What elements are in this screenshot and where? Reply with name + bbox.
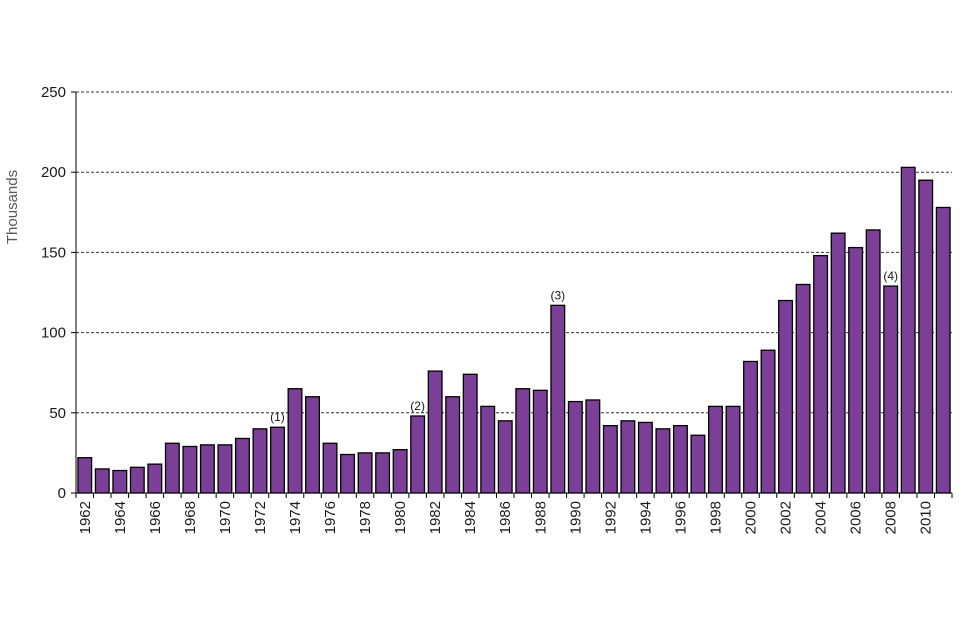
bar-1993 bbox=[620, 420, 636, 494]
bar-2004 bbox=[813, 254, 829, 494]
bar-1973 bbox=[269, 426, 285, 494]
bar-1984 bbox=[462, 373, 478, 494]
bar-1962 bbox=[77, 457, 93, 494]
bar-1981 bbox=[410, 415, 426, 494]
bar-1991 bbox=[585, 399, 601, 494]
bar-1998 bbox=[707, 405, 723, 494]
bar-1979 bbox=[375, 452, 391, 494]
bar-2011 bbox=[935, 206, 951, 494]
x-tick-label: 1988 bbox=[532, 501, 549, 534]
bar-1967 bbox=[164, 442, 180, 494]
bar-1989 bbox=[550, 304, 566, 494]
x-tick-label: 1996 bbox=[672, 501, 689, 534]
bar-1995 bbox=[655, 428, 671, 494]
bar-1977 bbox=[340, 453, 356, 494]
x-tick-label: 1994 bbox=[637, 501, 654, 534]
annotations: (1) (2) (3) (4) bbox=[270, 269, 898, 424]
x-tick-label: 1968 bbox=[182, 501, 199, 534]
bar-2005 bbox=[830, 232, 846, 494]
bar-1970 bbox=[217, 444, 233, 494]
x-tick-label: 1990 bbox=[567, 501, 584, 534]
bar-1980 bbox=[392, 449, 408, 494]
x-tick-label: 1992 bbox=[602, 501, 619, 534]
y-tick-label: 250 bbox=[41, 84, 66, 101]
x-tick-label: 1964 bbox=[112, 501, 129, 534]
bar-1965 bbox=[129, 466, 145, 494]
bar-2003 bbox=[795, 283, 811, 494]
y-axis-ticks: 0 50 100 150 200 250 bbox=[41, 84, 76, 502]
x-tick-label: 1980 bbox=[392, 501, 409, 534]
annotation-label: (4) bbox=[883, 269, 898, 283]
y-tick-label: 0 bbox=[58, 485, 66, 502]
annotation-label: (2) bbox=[410, 399, 425, 413]
bar-1976 bbox=[322, 442, 338, 494]
bar-1988 bbox=[532, 389, 548, 494]
bar-1974 bbox=[287, 388, 303, 494]
bar-1966 bbox=[147, 463, 163, 494]
bar-1992 bbox=[602, 424, 618, 494]
bar-1994 bbox=[637, 421, 653, 494]
x-tick-label: 2006 bbox=[848, 501, 865, 534]
bars bbox=[77, 166, 951, 494]
x-tick-label: 1976 bbox=[322, 501, 339, 534]
x-tick-label: 1998 bbox=[707, 501, 724, 534]
x-tick-label: 2004 bbox=[813, 501, 830, 534]
x-tick-label: 1962 bbox=[77, 501, 94, 534]
x-tick-label: 2002 bbox=[778, 501, 795, 534]
bar-1971 bbox=[234, 437, 250, 494]
x-tick-label: 1978 bbox=[357, 501, 374, 534]
x-tick-label: 1982 bbox=[427, 501, 444, 534]
bar-1987 bbox=[515, 388, 531, 494]
bar-2010 bbox=[918, 179, 934, 494]
bar-1982 bbox=[427, 370, 443, 494]
bar-2002 bbox=[778, 299, 794, 494]
x-axis-ticks: 1962 1964 1966 1968 1970 1972 1974 1976 1978 1980… bbox=[75, 493, 953, 534]
bar-1986 bbox=[497, 420, 513, 494]
bar-1963 bbox=[94, 468, 110, 494]
bar-1997 bbox=[690, 434, 706, 494]
y-axis-label: Thousands bbox=[4, 170, 21, 244]
bar-1996 bbox=[672, 424, 688, 494]
x-tick-label: 1984 bbox=[462, 501, 479, 534]
bar-1983 bbox=[445, 396, 461, 494]
bar-1999 bbox=[725, 405, 741, 494]
x-tick-label: 1966 bbox=[147, 501, 164, 534]
bar-1975 bbox=[305, 396, 321, 494]
x-tick-label: 1972 bbox=[252, 501, 269, 534]
bar-1972 bbox=[252, 428, 268, 494]
bar-2001 bbox=[760, 349, 776, 494]
y-tick-label: 200 bbox=[41, 164, 66, 181]
bar-1978 bbox=[357, 452, 373, 494]
bar-1964 bbox=[112, 469, 128, 494]
bar-2000 bbox=[743, 360, 759, 494]
x-tick-label: 1970 bbox=[217, 501, 234, 534]
x-tick-label: 1974 bbox=[287, 501, 304, 534]
y-tick-label: 150 bbox=[41, 244, 66, 261]
bar-1985 bbox=[480, 405, 496, 494]
y-tick-label: 50 bbox=[49, 405, 66, 422]
bar-2009 bbox=[900, 166, 916, 494]
bar-2007 bbox=[865, 229, 881, 494]
x-tick-label: 2008 bbox=[883, 501, 900, 534]
y-tick-label: 100 bbox=[41, 325, 66, 342]
bar-2008 bbox=[883, 285, 899, 494]
bar-2006 bbox=[848, 246, 864, 494]
x-tick-label: 2000 bbox=[743, 501, 760, 534]
x-tick-label: 1986 bbox=[497, 501, 514, 534]
annotation-label: (3) bbox=[550, 288, 565, 302]
x-tick-label: 2010 bbox=[918, 501, 935, 534]
annotation-label: (1) bbox=[270, 410, 285, 424]
bar-1990 bbox=[567, 400, 583, 494]
bar-1969 bbox=[199, 444, 215, 494]
bar-1968 bbox=[182, 445, 198, 494]
